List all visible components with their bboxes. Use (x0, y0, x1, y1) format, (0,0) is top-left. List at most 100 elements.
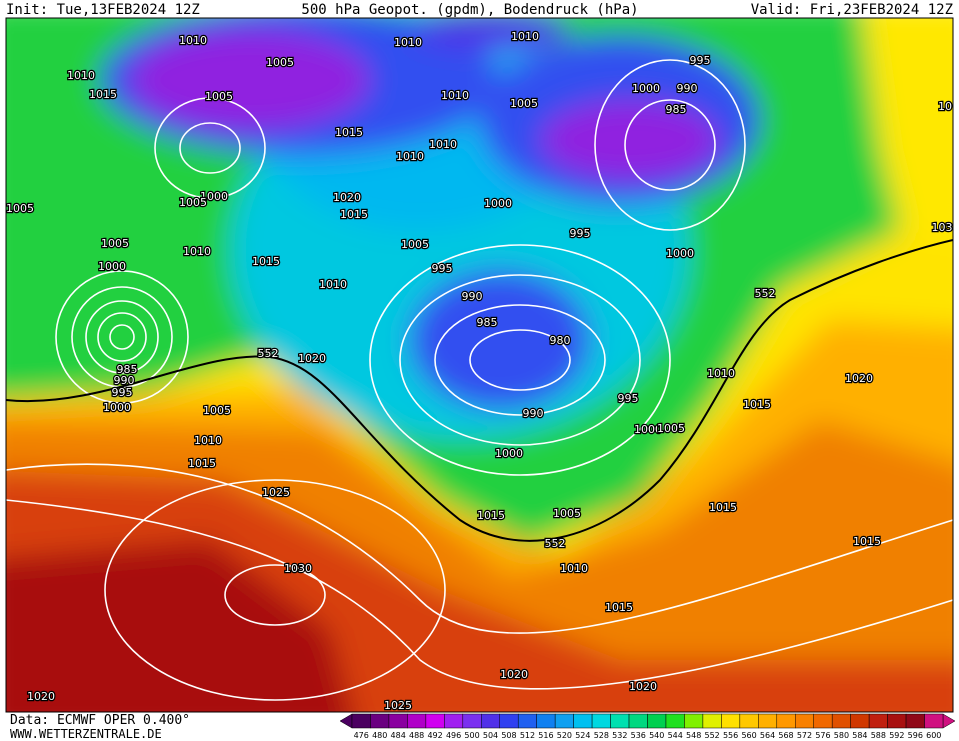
colorbar-label: 492 (427, 731, 442, 740)
isobar-label: 1010 (429, 138, 457, 151)
colorbar-label: 560 (741, 731, 756, 740)
isobar-label: 1010 (396, 150, 424, 163)
isobar-label: 990 (677, 82, 698, 95)
colorbar-label: 528 (594, 731, 609, 740)
isobar-label: 1020 (845, 372, 873, 385)
colorbar-segment (665, 713, 685, 729)
colorbar-segment (795, 713, 814, 729)
colorbar-label: 564 (760, 731, 775, 740)
colorbar-label: 588 (871, 731, 886, 740)
colorbar-label: 520 (557, 731, 572, 740)
isobar-label: 985 (477, 316, 498, 329)
isobar-label: 1010 (560, 562, 588, 575)
colorbar-label: 500 (464, 731, 479, 740)
isobar-label: 1005 (203, 404, 231, 417)
colorbar-segment (684, 713, 704, 729)
colorbar-segment (481, 713, 500, 729)
colorbar-segment (499, 713, 519, 729)
isobar-label: 995 (690, 54, 711, 67)
isobar-label: 1000 (484, 197, 512, 210)
colorbar-segment (388, 713, 408, 729)
colorbar-label: 592 (889, 731, 904, 740)
isobar-label: 985 (117, 363, 138, 376)
colorbar-segment (831, 713, 851, 729)
colorbar-segment (721, 713, 741, 729)
colorbar-label: 580 (834, 731, 849, 740)
colorbar-segment (462, 713, 482, 729)
colorbar-segment (573, 713, 593, 729)
colorbar-segment (758, 713, 778, 729)
isobar-label: 1005 (101, 237, 129, 250)
data-source: Data: ECMWF OPER 0.400° (10, 713, 190, 728)
colorbar-label: 488 (409, 731, 424, 740)
isobar-label: 1010 (394, 36, 422, 49)
isobar-label: 1020 (298, 352, 326, 365)
isobar-label: 103 (932, 221, 953, 234)
colorbar-segment (924, 713, 944, 729)
isobar-label: 1010 (67, 69, 95, 82)
colorbar-segment (628, 713, 648, 729)
colorbar-label: 600 (926, 731, 941, 740)
isobar-label: 1010 (511, 30, 539, 43)
colorbar-label: 508 (501, 731, 516, 740)
colorbar-segment (610, 713, 630, 729)
isobar-label: 1005 (266, 56, 294, 69)
isobar-label: 1015 (340, 208, 368, 221)
isobar-label: 1030 (284, 562, 312, 575)
colorbar-segment (536, 713, 556, 729)
colorbar-label: 484 (391, 731, 406, 740)
colorbar-label: 544 (668, 731, 683, 740)
colorbar-label: 552 (705, 731, 720, 740)
colorbar-label: 496 (446, 731, 461, 740)
colorbar-label: 504 (483, 731, 498, 740)
isobar-label: 1015 (853, 535, 881, 548)
isobar-label: 1015 (743, 398, 771, 411)
colorbar-segment (776, 713, 796, 729)
isobar-label: 980 (550, 334, 571, 347)
isobar-label: 1010 (707, 367, 735, 380)
isobar-label: 1020 (629, 680, 657, 693)
colorbar-segment (868, 713, 888, 729)
isobar-label: 1000 (632, 82, 660, 95)
colorbar-segment (647, 713, 667, 729)
isobar-label: 1005 (401, 238, 429, 251)
isobar-label: 1015 (335, 126, 363, 139)
isobar-label: 1015 (252, 255, 280, 268)
colorbar-label: 476 (354, 731, 369, 740)
isobar-label: 985 (666, 103, 687, 116)
colorbar-segment (591, 713, 611, 729)
colorbar-arrow-right (942, 713, 956, 729)
isobar-label: 1015 (605, 601, 633, 614)
geopotential-label: 552 (545, 537, 566, 550)
colorbar-label: 536 (631, 731, 646, 740)
isobar-label: 1000 (634, 423, 662, 436)
colorbar-segment (887, 713, 907, 729)
colorbar-label: 596 (908, 731, 923, 740)
isobar-label: 10 (938, 100, 952, 113)
isobar-label: 990 (114, 374, 135, 387)
colorbar-arrow-left (339, 713, 353, 729)
isobar-label: 995 (570, 227, 591, 240)
colorbar-label: 576 (815, 731, 830, 740)
geopotential-label: 552 (755, 287, 776, 300)
isobar-label: 1025 (384, 699, 412, 712)
isobar-label: 1015 (709, 501, 737, 514)
colorbar-label: 572 (797, 731, 812, 740)
colorbar-label: 568 (778, 731, 793, 740)
isobar-label: 1005 (205, 90, 233, 103)
isobar-label: 1010 (183, 245, 211, 258)
isobar-label: 1010 (441, 89, 469, 102)
isobar-label: 1000 (200, 190, 228, 203)
colorbar-label: 540 (649, 731, 664, 740)
isobar-label: 1005 (657, 422, 685, 435)
colorbar-label: 532 (612, 731, 627, 740)
colorbar-segment (850, 713, 870, 729)
colorbar-segment (425, 713, 445, 729)
isobar-label: 990 (462, 290, 483, 303)
colorbar-segment (407, 713, 427, 729)
isobar-label: 1010 (319, 278, 347, 291)
isobar-label: 1015 (477, 509, 505, 522)
colorbar-segment (554, 713, 574, 729)
